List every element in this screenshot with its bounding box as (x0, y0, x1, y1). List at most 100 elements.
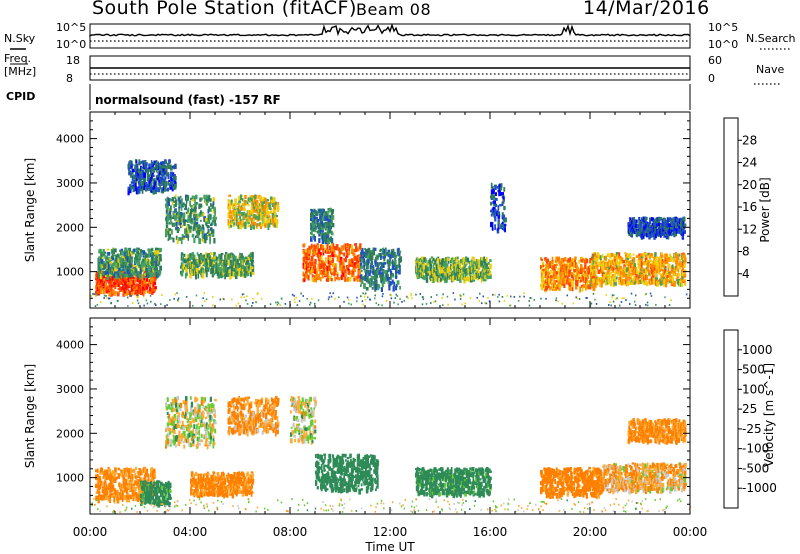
heat-cell (183, 235, 186, 238)
heat-cell (180, 254, 183, 261)
heat-cell (464, 277, 466, 281)
heat-cell (623, 264, 627, 268)
heat-cell (194, 260, 197, 266)
heat-cell (120, 260, 123, 265)
heat-cell (600, 271, 603, 274)
heat-cell (183, 213, 186, 217)
heat-cell (671, 277, 674, 282)
heat-cell (679, 265, 681, 270)
heat-cell (590, 272, 593, 275)
heat-cell (130, 184, 133, 190)
heat-cell (655, 228, 658, 232)
heat-cell (125, 269, 128, 276)
heat-cell (303, 243, 306, 247)
heat-cell (544, 257, 547, 262)
heat-cell (378, 253, 381, 258)
heat-cell (135, 178, 138, 181)
heat-cell (325, 211, 328, 217)
heat-cell (195, 227, 198, 231)
heat-cell (138, 273, 140, 277)
heat-cell (226, 267, 230, 273)
heat-cell (658, 229, 660, 235)
heat-cell (347, 268, 350, 271)
freq-label-line2: [MHz] (4, 65, 36, 78)
heat-cell (605, 272, 608, 278)
heat-cell (115, 248, 117, 252)
heat-cell (431, 269, 434, 273)
heat-cell (653, 219, 656, 226)
heat-cell (395, 259, 397, 265)
heat-cell (660, 259, 663, 265)
heat-cell (485, 263, 488, 269)
heat-cell (681, 260, 684, 266)
heat-cell (666, 272, 670, 277)
heat-cell (504, 227, 506, 233)
heat-cell (645, 260, 648, 266)
heat-cell (360, 265, 363, 269)
cpid-value: normalsound (fast) -157 RF (95, 93, 281, 107)
heat-cell (502, 196, 505, 202)
heat-cell (215, 267, 218, 270)
heat-cell (240, 218, 243, 221)
heat-cell (576, 279, 579, 282)
heat-cell (174, 184, 177, 190)
heat-cell (629, 252, 632, 255)
heat-cell (630, 220, 633, 225)
heat-cell (152, 167, 155, 173)
heat-cell (320, 211, 323, 216)
heat-cell (370, 261, 373, 266)
heat-cell (595, 255, 599, 261)
heat-cell (171, 197, 174, 201)
heat-cell (187, 235, 190, 241)
heat-cell (545, 286, 549, 291)
heat-cell (138, 176, 140, 179)
heat-cell (445, 257, 447, 261)
heat-cell (145, 285, 149, 290)
heat-cell (423, 275, 426, 279)
heat-cell (272, 208, 276, 213)
heat-cell (492, 210, 495, 216)
heat-cell (382, 261, 385, 264)
heat-cell (381, 274, 384, 279)
heat-cell (247, 273, 250, 276)
heat-cell (267, 219, 270, 223)
heat-cell (583, 285, 586, 289)
heat-cell (195, 265, 198, 270)
heat-cell (564, 257, 567, 262)
heat-cell (144, 280, 147, 284)
heat-cell (111, 282, 115, 285)
heat-cell (355, 263, 358, 269)
heat-cell (325, 238, 327, 243)
heat-cell (190, 273, 193, 277)
heat-cell (128, 259, 130, 264)
heat-cell (151, 259, 155, 266)
heat-cell (577, 272, 580, 276)
heat-cell (171, 180, 174, 185)
heat-cell (684, 269, 687, 272)
heat-cell (472, 257, 475, 263)
heat-cell (140, 252, 143, 255)
heat-cell (208, 194, 211, 197)
heat-cell (665, 265, 667, 268)
heat-cell (466, 257, 470, 262)
heat-cell (327, 272, 330, 278)
heat-cell (585, 282, 589, 288)
heat-cell (567, 264, 570, 271)
heat-cell (172, 211, 175, 217)
heat-cell (678, 262, 681, 267)
heat-cell (209, 262, 212, 266)
heat-cell (432, 257, 435, 261)
heat-cell (423, 257, 426, 263)
heat-cell (351, 269, 355, 276)
heat-cell (483, 256, 485, 263)
heat-cell (453, 257, 456, 260)
heat-cell (121, 273, 124, 279)
heat-cell (229, 265, 232, 269)
heat-cell (149, 282, 152, 287)
heat-cell (212, 261, 215, 266)
heat-cell (240, 253, 243, 257)
heat-cell (149, 179, 152, 186)
heat-cell (609, 272, 612, 275)
heat-cell (335, 271, 339, 275)
heat-cell (355, 249, 359, 252)
